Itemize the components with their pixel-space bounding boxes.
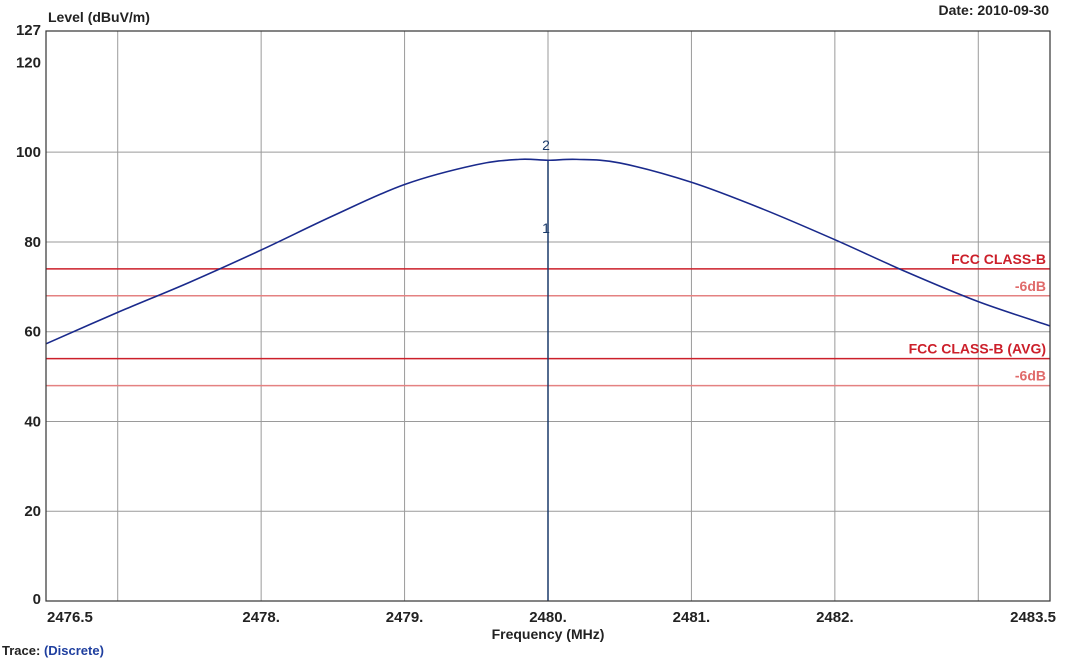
y-tick-label: 40	[24, 413, 41, 430]
y-tick-label: 127	[16, 22, 41, 39]
x-tick-label: 2482.	[816, 609, 854, 626]
x-axis-label: Frequency (MHz)	[492, 626, 605, 642]
limit-line-label: FCC CLASS-B (AVG)	[909, 341, 1046, 357]
y-tick-label: 120	[16, 54, 41, 71]
x-tick-label: 2483.5	[1010, 609, 1056, 626]
x-tick-label: 2479.	[386, 609, 424, 626]
y-axis-label: Level (dBuV/m)	[48, 9, 150, 25]
marker-label: 1	[542, 220, 550, 236]
y-tick-label: 80	[24, 234, 41, 251]
y-tick-label: 0	[33, 591, 41, 608]
y-tick-label: 20	[24, 503, 41, 520]
plot-frame	[45, 30, 1051, 602]
trace-line	[45, 158, 1051, 345]
tick-labels: 0 20 40 60 80 100 120 127 2476.5 2478. 2479. 2480. 2…	[16, 22, 1056, 626]
limit-line-label: -6dB	[1015, 368, 1046, 384]
y-tick-label: 100	[16, 144, 41, 161]
x-tick-label: 2478.	[242, 609, 280, 626]
limit-line-label: -6dB	[1015, 278, 1046, 294]
marker-label: 2	[542, 137, 550, 153]
trace-label: Trace:	[2, 643, 41, 658]
x-tick-label: 2476.5	[47, 609, 93, 626]
x-tick-label: 2480.	[529, 609, 567, 626]
series-layer	[45, 158, 1051, 345]
x-tick-label: 2481.	[673, 609, 711, 626]
marker-layer: 12	[542, 137, 550, 601]
limit-line-label: FCC CLASS-B	[951, 251, 1046, 267]
y-tick-label: 60	[24, 324, 41, 341]
date-label: Date: 2010-09-30	[938, 2, 1049, 18]
trace-footer: Trace: (Discrete)	[2, 643, 104, 658]
trace-value: (Discrete)	[43, 643, 104, 658]
